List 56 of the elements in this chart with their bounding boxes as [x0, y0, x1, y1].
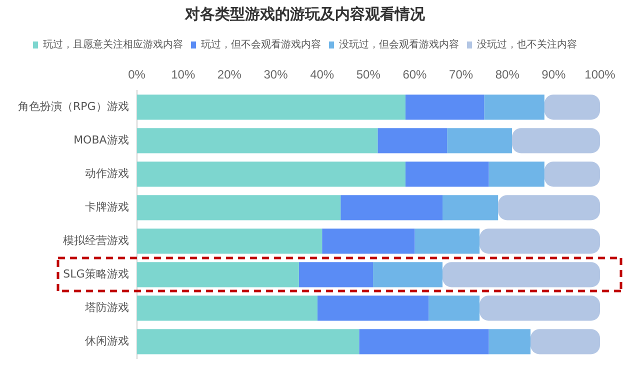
bar — [512, 128, 600, 154]
y-tick-label: 休闲游戏 — [84, 334, 129, 348]
x-tick-label: 60% — [402, 68, 428, 82]
x-tick-label: 40% — [310, 68, 334, 82]
bar — [530, 329, 600, 354]
bar — [414, 228, 480, 254]
bar — [544, 162, 600, 187]
bar — [298, 262, 374, 288]
bar — [136, 128, 378, 154]
bar — [480, 296, 600, 321]
x-tick-label: 100% — [584, 68, 616, 82]
y-tick-label: 角色扮演（RPG）游戏 — [18, 100, 129, 114]
bar — [340, 195, 443, 220]
bar — [136, 228, 322, 254]
x-tick-label: 70% — [449, 68, 474, 82]
y-tick-label: MOBA游戏 — [74, 134, 129, 147]
bar — [359, 329, 489, 354]
x-tick-label: 0% — [128, 68, 146, 82]
legend-label: 没玩过，也不关注内容 — [477, 38, 577, 51]
bar — [317, 296, 429, 321]
bar — [488, 329, 531, 354]
bar — [484, 94, 544, 120]
x-tick-label: 80% — [495, 68, 520, 82]
bar — [428, 296, 480, 321]
x-tick-label: 30% — [264, 68, 288, 82]
bar — [488, 162, 544, 187]
legend-label: 玩过，且愿意关注相应游戏内容 — [43, 38, 183, 51]
bar — [498, 195, 600, 220]
y-tick-label: SLG策略游戏 — [63, 268, 129, 281]
bar — [136, 162, 406, 187]
chart-title: 对各类型游戏的游玩及内容观看情况 — [184, 4, 426, 23]
bar — [480, 228, 600, 254]
x-tick-label: 90% — [542, 68, 566, 82]
bar — [544, 94, 600, 120]
x-tick-label: 20% — [217, 68, 242, 82]
bar — [405, 162, 489, 187]
bar — [442, 262, 600, 288]
bar — [136, 329, 360, 354]
x-tick-label: 50% — [356, 68, 381, 82]
legend-label: 没玩过，但会观看游戏内容 — [339, 38, 459, 51]
y-tick-label: 塔防游戏 — [84, 301, 129, 314]
bar — [136, 195, 341, 220]
bar — [373, 262, 443, 288]
bar — [322, 228, 415, 254]
x-tick-label: 10% — [171, 68, 196, 82]
bar — [136, 262, 299, 288]
bar — [378, 128, 448, 154]
bar — [136, 296, 318, 321]
legend-label: 玩过，但不会观看游戏内容 — [201, 38, 321, 51]
y-tick-label: 模拟经营游戏 — [62, 234, 129, 248]
y-tick-label: 动作游戏 — [84, 167, 129, 180]
y-tick-label: 卡牌游戏 — [84, 200, 129, 214]
bar — [442, 195, 498, 220]
bar — [136, 94, 406, 120]
bar — [405, 94, 484, 120]
bar — [447, 128, 512, 154]
